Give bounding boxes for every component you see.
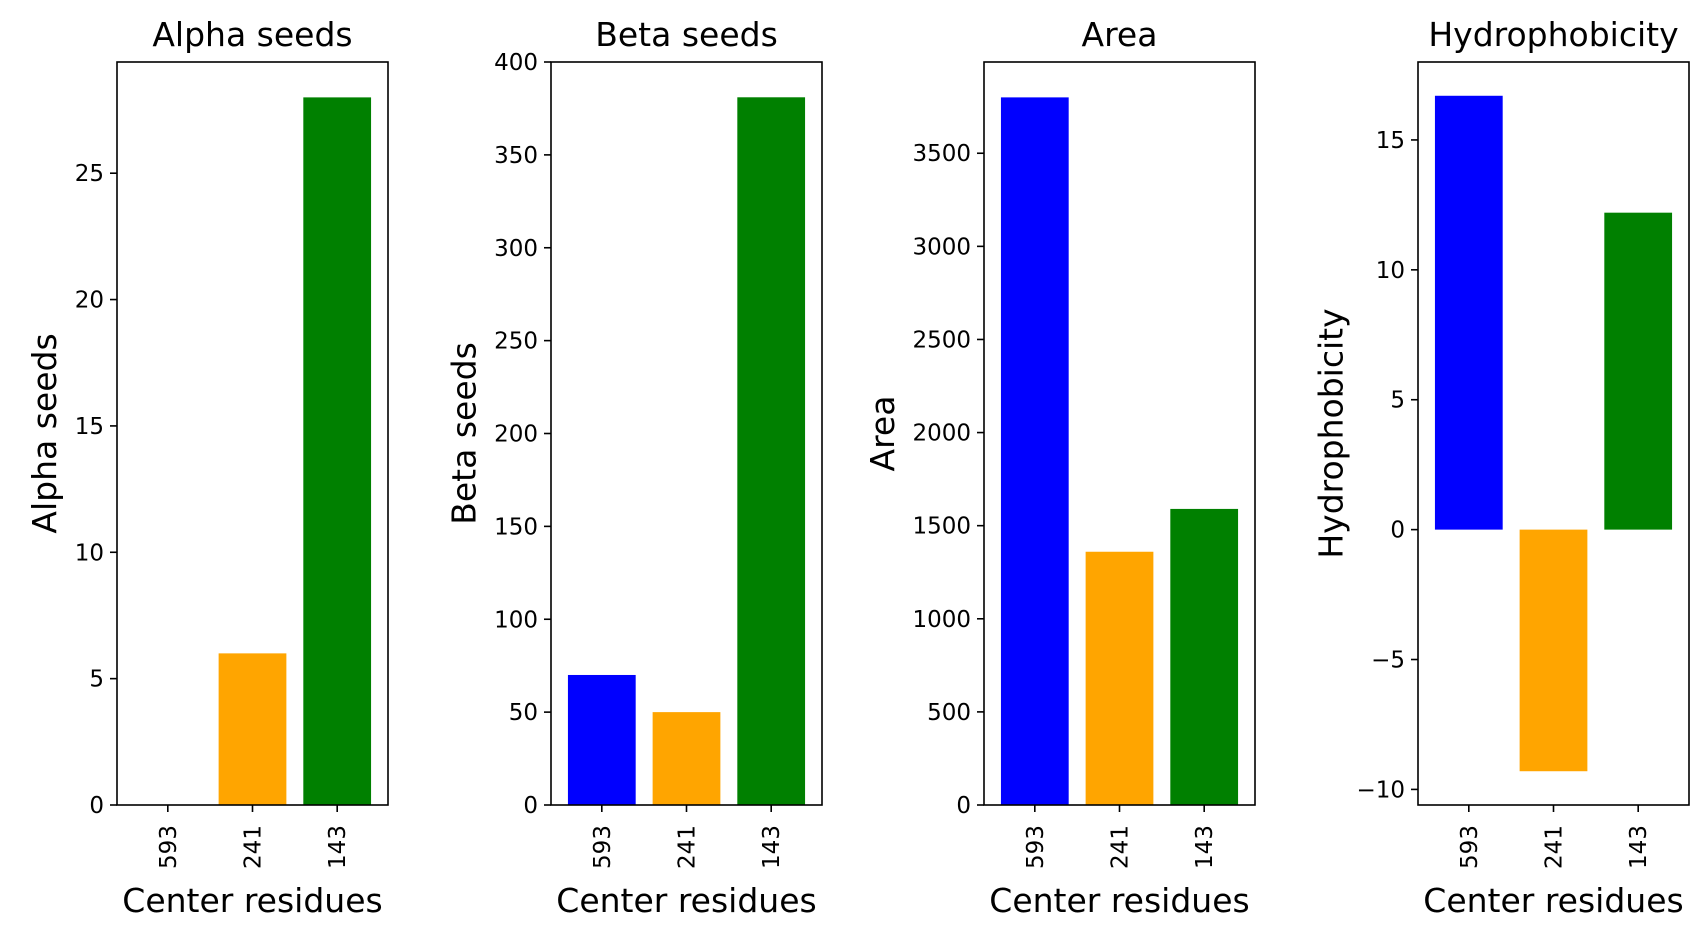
- bar-593: [1000, 97, 1069, 805]
- chart-panel-2: Beta seeds 0 50 100 150 200 250 300 350 400 593 241…: [445, 15, 823, 920]
- chart-panel-3: Area 0 500 1000 1500 2000 2500 3000 3500 593 241 14…: [863, 15, 1256, 920]
- y-axis-label: Area: [863, 396, 902, 472]
- y-tick-label: −5: [1371, 648, 1405, 674]
- x-tick-label: 593: [590, 825, 616, 869]
- x-tick-label: 241: [241, 825, 267, 869]
- x-axis-label: Center residues: [1423, 881, 1683, 920]
- y-tick-label: 0: [89, 793, 104, 819]
- y-tick-label: 350: [494, 143, 538, 169]
- x-tick-label: 241: [1542, 825, 1568, 869]
- x-tick-label: 593: [156, 825, 182, 869]
- y-tick-label: 5: [89, 667, 104, 693]
- x-tick-label: 593: [1023, 825, 1049, 869]
- y-tick-label: 500: [927, 700, 971, 726]
- y-tick-label: 2000: [912, 421, 971, 447]
- chart-panel-1: Alpha seeds 0 5 10 15 20 25 593 241 143 Center res…: [25, 15, 389, 920]
- bar-241: [1519, 529, 1588, 772]
- y-tick-label: 25: [75, 161, 104, 187]
- bar-593: [567, 674, 636, 805]
- y-tick-label: 150: [494, 514, 538, 540]
- x-tick-label: 241: [1108, 825, 1134, 869]
- y-tick-label: 5: [1390, 388, 1405, 414]
- chart-title: Hydrophobicity: [1428, 15, 1678, 54]
- bar-241: [218, 653, 287, 805]
- x-tick-label: 143: [759, 825, 785, 869]
- y-tick-label: 0: [1390, 518, 1405, 544]
- bar-593: [1434, 95, 1503, 530]
- x-axis-label: Center residues: [989, 881, 1249, 920]
- x-tick-label: 593: [1457, 825, 1483, 869]
- y-tick-label: 10: [75, 540, 104, 566]
- bar-143: [1170, 508, 1239, 805]
- chart-title: Alpha seeds: [152, 15, 352, 54]
- y-tick-label: 1000: [912, 607, 971, 633]
- bar-241: [1085, 551, 1154, 805]
- y-tick-label: 0: [523, 793, 538, 819]
- y-tick-label: 1500: [912, 514, 971, 540]
- bar-143: [737, 97, 806, 806]
- x-axis-label: Center residues: [122, 881, 382, 920]
- y-axis-label: Alpha seeds: [25, 333, 64, 533]
- x-tick-label: 241: [675, 825, 701, 869]
- y-tick-label: 300: [494, 236, 538, 262]
- y-tick-label: 100: [494, 607, 538, 633]
- y-tick-label: 3000: [912, 234, 971, 260]
- y-axis-label: Beta seeds: [445, 342, 484, 525]
- bar-241: [652, 712, 721, 805]
- bar-143: [303, 97, 372, 805]
- x-tick-label: 143: [325, 825, 351, 869]
- y-tick-label: 10: [1376, 258, 1405, 284]
- bar-143: [1604, 212, 1673, 530]
- chart-title: Area: [1082, 15, 1158, 54]
- x-tick-label: 143: [1626, 825, 1652, 869]
- chart-title: Beta seeds: [595, 15, 778, 54]
- y-tick-label: 3500: [912, 141, 971, 167]
- y-tick-label: −10: [1356, 777, 1405, 803]
- y-tick-label: 250: [494, 329, 538, 355]
- y-tick-label: 50: [509, 700, 538, 726]
- y-tick-label: 0: [956, 793, 971, 819]
- y-tick-label: 400: [494, 50, 538, 76]
- y-tick-label: 15: [1376, 128, 1405, 154]
- y-tick-label: 20: [75, 288, 104, 314]
- y-tick-label: 15: [75, 414, 104, 440]
- x-tick-label: 143: [1192, 825, 1218, 869]
- x-axis-label: Center residues: [556, 881, 816, 920]
- chart-panel-4: Hydrophobicity −10 −5 0 5 10 15 593 241 143 Center…: [1312, 15, 1690, 920]
- y-axis-label: Hydrophobicity: [1312, 308, 1351, 558]
- y-tick-label: 2500: [912, 327, 971, 353]
- y-tick-label: 200: [494, 422, 538, 448]
